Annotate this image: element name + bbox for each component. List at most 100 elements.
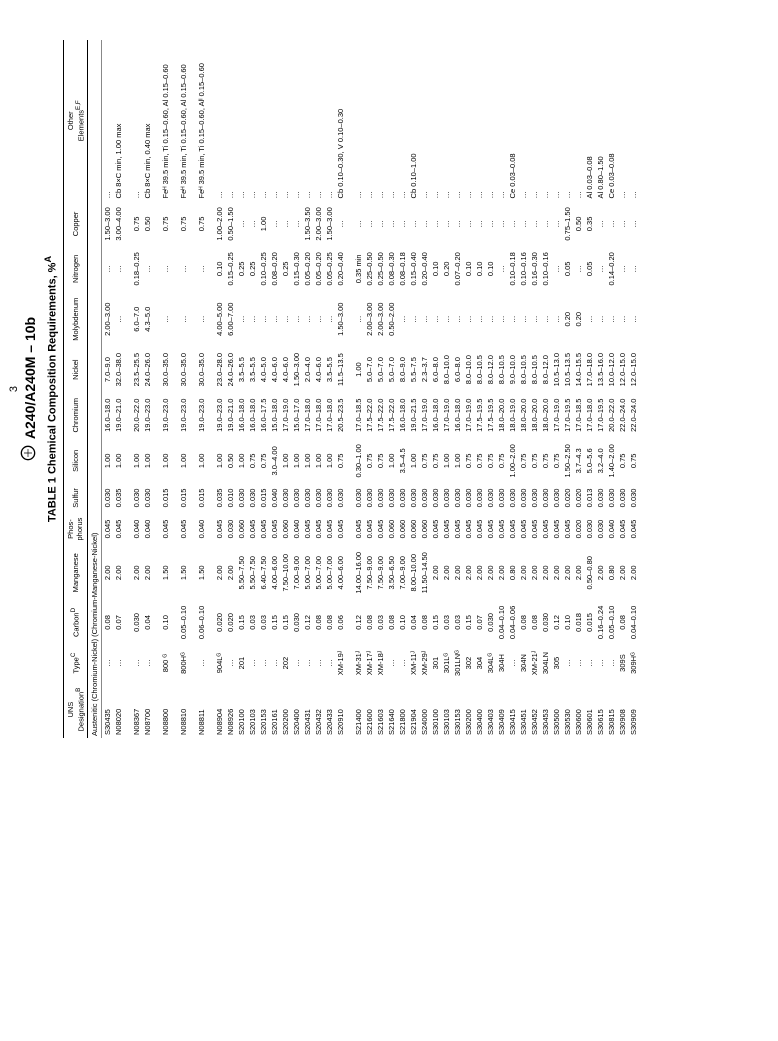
table-cell: [124, 546, 131, 600]
table-cell: …: [628, 246, 639, 291]
table-cell: 0.80: [606, 546, 617, 600]
table-cell: …: [595, 201, 606, 246]
table-cell: [153, 201, 160, 246]
table-cell: 8.0–10.5: [518, 347, 529, 392]
table-cell: 7.50–9.00: [364, 546, 375, 600]
table-cell: XM-31ᴶ: [353, 645, 364, 681]
table-cell: [124, 600, 131, 645]
table-cell: 12.0–15.0: [628, 347, 639, 392]
table-cell: …: [540, 40, 551, 201]
table-cell: …: [540, 201, 551, 246]
table-cell: 2.00: [595, 546, 606, 600]
table-cell: …: [430, 40, 441, 201]
table-cell: 0.010: [225, 483, 236, 512]
table-cell: 0.25: [236, 246, 247, 291]
table-cell: 0.030: [364, 483, 375, 512]
table-cell: 0.10: [160, 600, 171, 645]
table-cell: 309S: [617, 645, 628, 681]
table-row: S30451304N0.082.000.0450.0300.7518.0–20.…: [518, 40, 529, 738]
table-cell: 1.00: [313, 438, 324, 483]
table-cell: 2.00: [518, 546, 529, 600]
table-cell: 0.030: [452, 483, 463, 512]
table-cell: 0.75: [463, 438, 474, 483]
table-cell: [346, 40, 353, 201]
table-cell: [207, 246, 214, 291]
table-cell: 0.08: [386, 600, 397, 645]
table-cell: 0.75–1.50: [562, 201, 573, 246]
table-cell: 0.05–0.20: [313, 246, 324, 291]
table-row: S21600XM-17ᴶ0.087.50–9.000.0450.0300.751…: [364, 40, 375, 738]
table-cell: …: [102, 246, 114, 291]
table-cell: …: [280, 291, 291, 347]
table-cell: [153, 392, 160, 438]
table-cell: XM-21ᴶ: [529, 645, 540, 681]
table-cell: [124, 483, 131, 512]
table-cell: 0.045: [113, 513, 124, 546]
table-cell: 0.030: [617, 483, 628, 512]
table-cell: 2.00: [529, 546, 540, 600]
table-cell: …: [324, 291, 335, 347]
table-cell: …: [236, 40, 247, 201]
table-cell: 24.0–26.0: [225, 347, 236, 392]
table-cell: [207, 681, 214, 738]
table-cell: 3.5–5.5: [247, 347, 258, 392]
table-cell: …: [178, 291, 189, 347]
table-cell: 0.75: [529, 438, 540, 483]
table-cell: 0.50–2.00: [386, 291, 397, 347]
table-cell: …: [529, 40, 540, 201]
table-cell: 2.00: [441, 546, 452, 600]
table-cell: …: [236, 291, 247, 347]
table-cell: 0.030: [628, 483, 639, 512]
table-cell: 3.5–5.5: [236, 347, 247, 392]
table-cell: 14.00–16.00: [353, 546, 364, 600]
table-cell: 0.75: [496, 438, 507, 483]
table-cell: 0.060: [408, 513, 419, 546]
table-cell: 1.00: [160, 438, 171, 483]
table-cell: 17.5–19.5: [474, 392, 485, 438]
table-cell: …: [507, 291, 518, 347]
table-cell: 2.00: [551, 546, 562, 600]
table-cell: 0.15: [236, 600, 247, 645]
table-cell: 0.08: [518, 600, 529, 645]
table-row: S24000XM-29ᴶ0.0811.50–14.500.0600.0300.7…: [419, 40, 430, 738]
table-cell: N08810: [178, 681, 189, 738]
table-cell: 4.3–5.0: [142, 291, 153, 347]
table-cell: …: [269, 291, 280, 347]
table-cell: 302: [463, 645, 474, 681]
table-cell: 0.04–0.06: [507, 600, 518, 645]
table-cell: 7.50–10.00: [280, 546, 291, 600]
table-cell: 2.00–3.00: [375, 291, 386, 347]
table-cell: 17.0–18.0: [302, 392, 313, 438]
table-cell: …: [113, 246, 124, 291]
table-cell: 0.030: [485, 483, 496, 512]
table-cell: 0.030: [507, 483, 518, 512]
table-cell: 0.07–0.20: [452, 246, 463, 291]
table-cell: …: [474, 40, 485, 201]
table-cell: 5.00–7.00: [302, 546, 313, 600]
table-cell: 19.0–21.0: [225, 392, 236, 438]
table-cell: 0.035: [113, 483, 124, 512]
table-cell: [171, 438, 178, 483]
table-cell: 0.030: [441, 483, 452, 512]
table-cell: 0.030: [463, 483, 474, 512]
table-cell: 17.0–18.5: [353, 392, 364, 438]
table-cell: S30453: [540, 681, 551, 738]
table-cell: 0.020: [573, 513, 584, 546]
table-cell: 0.03: [452, 600, 463, 645]
column-header: Sulfur: [63, 483, 88, 512]
table-cell: 16.0–18.0: [430, 392, 441, 438]
table-cell: [124, 681, 131, 738]
table-cell: [346, 201, 353, 246]
table-cell: 301: [430, 645, 441, 681]
table-cell: …: [529, 291, 540, 347]
table-cell: 0.30–1.00: [353, 438, 364, 483]
table-cell: S30601: [584, 681, 595, 738]
table-cell: 1.00: [386, 438, 397, 483]
table-cell: S20431: [302, 681, 313, 738]
page-container: 3 A240/A240M – 10b TABLE 1 Chemical Comp…: [0, 0, 778, 778]
table-cell: 0.35 min: [353, 246, 364, 291]
table-cell: 1.00: [324, 438, 335, 483]
table-cell: 20.0–22.0: [131, 392, 142, 438]
table-cell: 5.50–7.50: [247, 546, 258, 600]
table-cell: [124, 347, 131, 392]
